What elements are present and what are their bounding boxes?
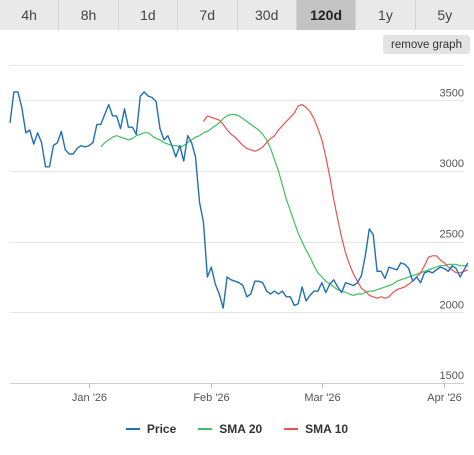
series-line-sma10: [202, 104, 469, 299]
tab-30d[interactable]: 30d: [237, 0, 297, 30]
tab-120d[interactable]: 120d: [296, 0, 357, 30]
legend-item-sma10[interactable]: SMA 10: [284, 422, 348, 436]
remove-graph-button[interactable]: remove graph: [383, 35, 470, 54]
grid-lines: [10, 65, 464, 384]
legend-item-price[interactable]: Price: [125, 422, 177, 436]
y-tick-label: 2000: [440, 299, 464, 311]
tab-1d[interactable]: 1d: [118, 0, 179, 30]
legend-label-sma10: SMA 10: [305, 422, 349, 436]
y-tick-label: 2500: [440, 229, 464, 241]
tab-1y[interactable]: 1y: [356, 0, 416, 30]
legend-swatch-sma20: [198, 428, 213, 430]
series-line-sma20: [100, 113, 468, 296]
legend-item-sma20[interactable]: SMA 20: [198, 422, 262, 436]
legend-swatch-sma10: [284, 428, 299, 430]
x-tick-label: Jan '26: [72, 392, 107, 404]
y-tick-label: 3000: [440, 158, 464, 170]
tab-7d[interactable]: 7d: [178, 0, 238, 30]
tab-4h[interactable]: 4h: [0, 0, 60, 30]
x-tick-labels: Jan '26 Feb '26 Mar '26 Apr '26: [72, 383, 462, 404]
x-tick-label: Mar '26: [304, 392, 340, 404]
series-line-price: [9, 91, 469, 309]
timeframe-tabs: 4h 8h 1d 7d 30d 120d 1y 5y: [0, 0, 474, 30]
chart-legend: Price SMA 20 SMA 10: [0, 418, 474, 440]
tab-5y[interactable]: 5y: [415, 0, 474, 30]
legend-label-sma20: SMA 20: [219, 422, 263, 436]
tab-8h[interactable]: 8h: [59, 0, 119, 30]
y-tick-label: 3500: [440, 87, 464, 99]
y-tick-label: 1500: [440, 370, 464, 382]
y-tick-labels: 1500 2000 2500 3000 3500: [440, 87, 464, 382]
legend-swatch-price: [125, 428, 140, 430]
legend-label-price: Price: [146, 422, 177, 436]
x-tick-label: Feb '26: [193, 392, 229, 404]
x-tick-label: Apr '26: [427, 392, 462, 404]
series-lines: [9, 91, 469, 309]
